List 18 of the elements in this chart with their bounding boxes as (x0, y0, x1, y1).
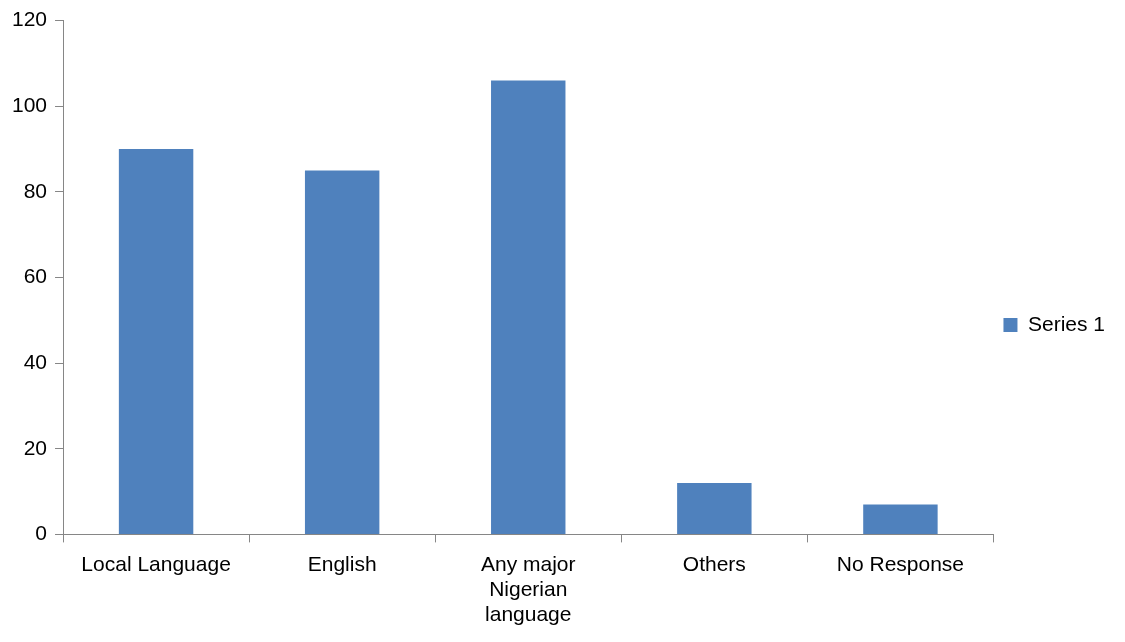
x-tick-label: Others (682, 551, 746, 575)
y-tick-label: 0 (35, 521, 48, 545)
bar (304, 170, 380, 534)
x-tick-label: Local Language (81, 551, 231, 575)
x-tick-label: No Response (836, 551, 965, 575)
y-tick-label: 20 (23, 435, 48, 459)
y-tick-label: 100 (11, 93, 48, 117)
legend-label: Series 1 (1027, 311, 1106, 335)
x-tick-label: English (307, 551, 377, 575)
bar (677, 483, 752, 534)
bar (863, 504, 938, 534)
y-tick-label: 80 (23, 178, 48, 202)
y-tick-label: 40 (23, 349, 48, 373)
y-tick-label: 60 (23, 264, 48, 288)
y-tick-label: 120 (11, 7, 48, 31)
x-tick-label: Any major Nigerian language (480, 551, 576, 626)
bar (491, 80, 566, 534)
bar (118, 149, 194, 534)
